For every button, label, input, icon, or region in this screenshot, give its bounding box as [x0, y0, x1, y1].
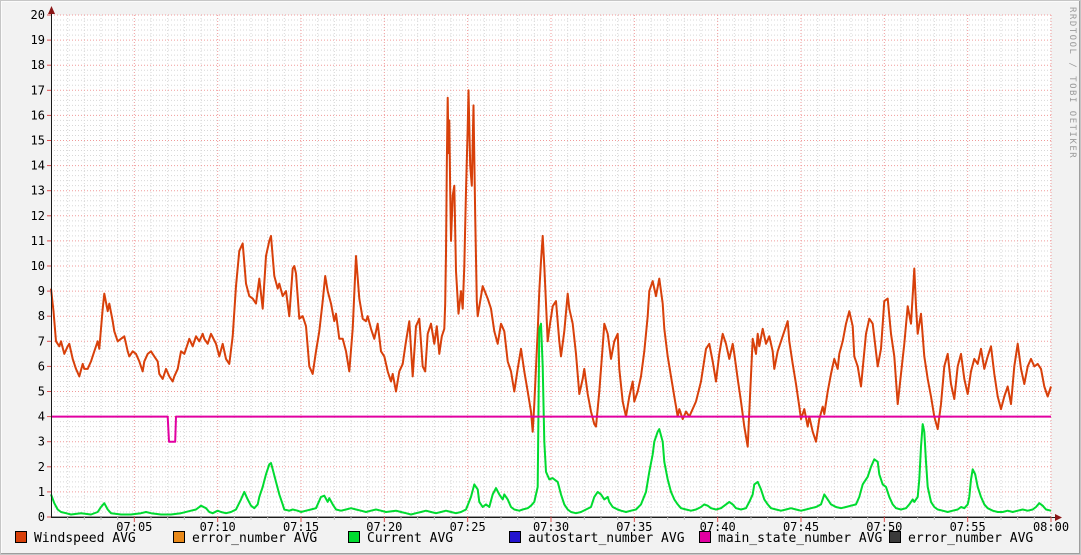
- x-tick-label: 07:55: [950, 520, 986, 534]
- legend-swatch: [15, 531, 27, 543]
- legend-label: main_state_number AVG: [718, 531, 883, 546]
- legend-item-error-number-avg: error_number AVG: [173, 530, 317, 548]
- y-tick-label: 12: [31, 209, 45, 223]
- y-tick-label: 4: [38, 410, 45, 424]
- x-tick-label: 07:20: [366, 520, 402, 534]
- series-2-current-avg: [50, 322, 1052, 516]
- y-tick-label: 2: [38, 460, 45, 474]
- y-axis-arrow-icon: [48, 6, 55, 14]
- y-tick-label: 9: [38, 284, 45, 298]
- y-tick-label: 14: [31, 159, 45, 173]
- y-tick-label: 11: [31, 234, 45, 248]
- x-tick-label: 07:45: [783, 520, 819, 534]
- x-tick-label: 07:10: [200, 520, 236, 534]
- x-tick-label: 07:40: [700, 520, 736, 534]
- legend-label: error_number AVG: [908, 531, 1034, 546]
- x-tick-label: 08:00: [1033, 520, 1069, 534]
- legend-label: Windspeed AVG: [34, 531, 136, 546]
- x-axis-arrow-icon: [1055, 514, 1062, 521]
- series-0-windspeed-avg: [50, 89, 1052, 448]
- legend-item-windspeed-avg: Windspeed AVG: [15, 530, 136, 548]
- y-tick-label: 17: [31, 83, 45, 97]
- y-tick-label: 7: [38, 334, 45, 348]
- y-tick-label: 1: [38, 485, 45, 499]
- y-tick-label: 19: [31, 33, 45, 47]
- legend-label: autostart_number AVG: [528, 531, 685, 546]
- plot-area: [51, 15, 1051, 517]
- legend-label: error_number AVG: [192, 531, 318, 546]
- legend: Windspeed AVG error_number AVG Current AVG…: [1, 530, 1080, 552]
- x-tick-label: 07:35: [616, 520, 652, 534]
- y-tick-label: 20: [31, 8, 45, 22]
- legend-swatch: [699, 531, 711, 543]
- legend-item-main-state-number-avg: main_state_number AVG: [699, 530, 882, 548]
- x-tick-label: 07:05: [116, 520, 152, 534]
- legend-swatch: [173, 531, 185, 543]
- legend-item-autostart-number-avg: autostart_number AVG: [509, 530, 685, 548]
- legend-swatch: [348, 531, 360, 543]
- legend-item-error-number-avg: error_number AVG: [889, 530, 1033, 548]
- y-tick-label: 13: [31, 184, 45, 198]
- x-tick-label: 07:50: [866, 520, 902, 534]
- y-tick-label: 18: [31, 58, 45, 72]
- x-tick-label: 07:15: [283, 520, 319, 534]
- legend-swatch: [509, 531, 521, 543]
- y-tick-label: 10: [31, 259, 45, 273]
- y-tick-label: 3: [38, 435, 45, 449]
- x-tick-label: 07:30: [533, 520, 569, 534]
- y-tick-label: 15: [31, 134, 45, 148]
- axes: [48, 6, 1062, 521]
- series-4-main-state-number-avg: [51, 415, 1051, 443]
- legend-label: Current AVG: [367, 531, 454, 546]
- legend-swatch: [889, 531, 901, 543]
- y-tick-label: 16: [31, 108, 45, 122]
- ticks: [47, 14, 1052, 522]
- y-tick-label: 0: [38, 510, 45, 524]
- y-tick-label: 8: [38, 309, 45, 323]
- rrdtool-watermark: RRDTOOL / TOBI OETIKER: [1067, 7, 1077, 160]
- y-tick-label: 5: [38, 385, 45, 399]
- x-tick-label: 07:25: [450, 520, 486, 534]
- y-tick-label: 6: [38, 359, 45, 373]
- legend-item-current-avg: Current AVG: [348, 530, 453, 548]
